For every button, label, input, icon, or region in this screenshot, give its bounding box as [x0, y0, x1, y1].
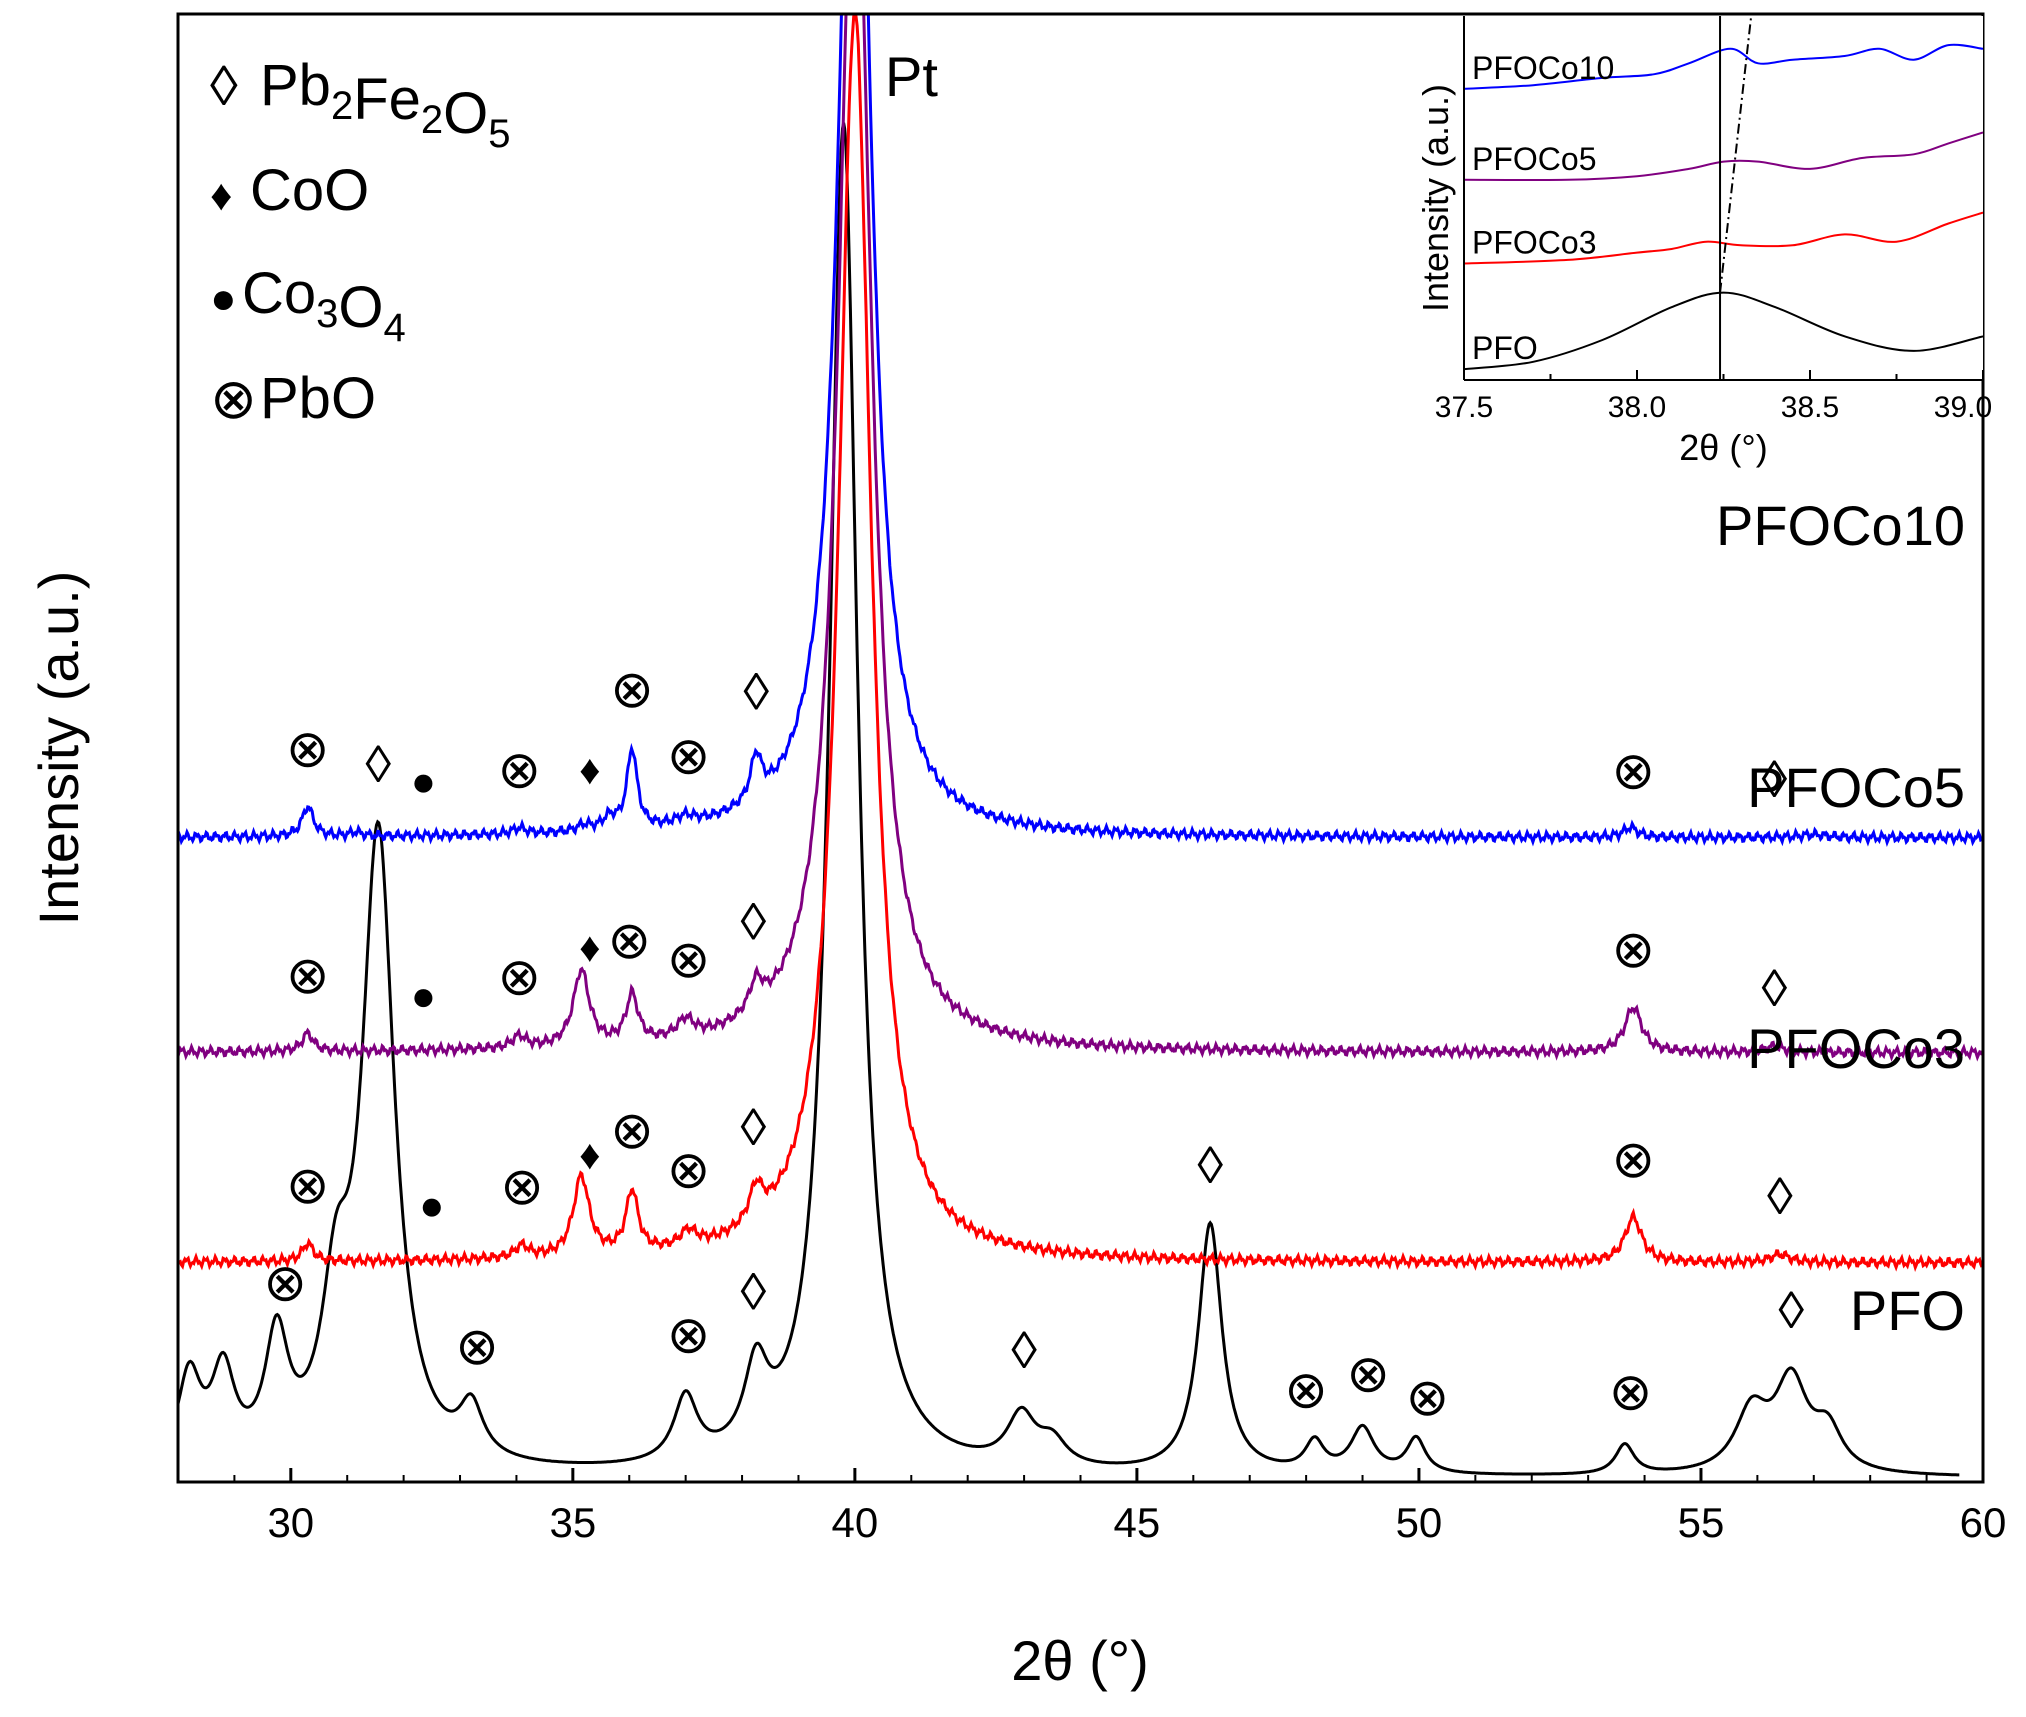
phase-marker-diamond-outline-icon: ◊ [740, 1099, 766, 1157]
phase-marker-diamond-outline-icon: ◊ [365, 736, 391, 794]
x-tick-label: 35 [549, 1499, 596, 1546]
phase-marker-circle-x-icon: ⊗ [1346, 1346, 1390, 1404]
inset-series-label-pfoco10: PFOCo10 [1472, 50, 1614, 86]
main-axes: 30 35 40 45 50 55 60 [176, 12, 2007, 1546]
inset-curves: PFO PFOCo3 PFOCo5 PFOCo10 [1464, 16, 1983, 380]
inset-series-label-pfoco3: PFOCo3 [1472, 225, 1596, 261]
inset-x-axis-title: 2θ (°) [1679, 427, 1767, 468]
x-tick-label: 55 [1678, 1499, 1725, 1546]
series-label-pfoco3: PFOCo3 [1747, 1017, 1965, 1080]
legend-diamond-filled-icon: ♦ [210, 171, 232, 220]
inset-series-label-pfo: PFO [1472, 330, 1538, 366]
pt-peak-label: Pt [885, 45, 938, 108]
phase-marker-circle-x-icon: ⊗ [286, 1157, 330, 1215]
inset-series-line-pfoco3 [1464, 211, 1983, 265]
series-label-pfoco10: PFOCo10 [1716, 494, 1965, 557]
series-line-pfoco5 [178, 14, 1983, 1062]
phase-marker-circle-x-icon: ⊗ [1612, 921, 1656, 979]
phase-marker-circle-x-icon: ⊗ [608, 912, 652, 970]
inset-shift-line [1719, 16, 1753, 293]
phase-marker-diamond-outline-icon: ◊ [1197, 1137, 1223, 1195]
phase-marker-circle-x-icon: ⊗ [610, 1102, 654, 1160]
phase-marker-circle-filled-icon: ● [419, 1182, 444, 1229]
x-axis-title: 2θ (°) [1011, 1629, 1149, 1692]
main-curves [178, 14, 1983, 1477]
inset-x-tick-label: 38.0 [1608, 391, 1666, 424]
inset-x-tick-label: 38.5 [1781, 391, 1839, 424]
phase-marker-circle-x-icon: ⊗ [286, 720, 330, 778]
x-tick-label: 60 [1960, 1499, 2007, 1546]
phase-marker-diamond-outline-icon: ◊ [740, 894, 766, 952]
phase-marker-circle-x-icon: ⊗ [263, 1255, 307, 1313]
phase-marker-circle-x-icon: ⊗ [500, 1158, 544, 1216]
inset-series-line-pfoco10 [1464, 43, 1983, 90]
phase-marker-circle-x-icon: ⊗ [1406, 1369, 1450, 1427]
phase-marker-circle-x-icon: ⊗ [1609, 1363, 1653, 1421]
inset-x-tick-label: 39.0 [1934, 391, 1992, 424]
phase-marker-diamond-outline-icon: ◊ [1778, 1282, 1804, 1340]
phase-marker-diamond-outline-icon: ◊ [1761, 960, 1787, 1018]
series-label-pfoco5: PFOCo5 [1747, 756, 1965, 819]
phase-marker-circle-x-icon: ⊗ [667, 727, 711, 785]
phase-marker-circle-filled-icon: ● [411, 757, 436, 804]
inset-axes: 37.5 38.0 38.5 39.0 2θ (°) Intensity (a.u.) [1415, 16, 1992, 468]
inset-series-line-pfo [1464, 291, 1983, 371]
phase-marker-diamond-filled-icon: ♦ [579, 924, 600, 971]
phase-marker-circle-x-icon: ⊗ [286, 947, 330, 1005]
inset-chart: PFO PFOCo3 PFOCo5 PFOCo10 37.5 38.0 38.5 39.0 2… [1415, 16, 1992, 468]
legend-phase-label: Co3O4 [242, 261, 406, 350]
phase-legend: ◊ Pb2Fe2O5 ♦ CoO ● Co3O4 ⊗ PbO [210, 53, 511, 431]
inset-series-line-pfoco5 [1464, 131, 1983, 182]
phase-marker-circle-x-icon: ⊗ [610, 661, 654, 719]
x-tick-label: 45 [1114, 1499, 1161, 1546]
legend-circle-x-icon: ⊗ [210, 367, 257, 430]
y-axis-title: Intensity (a.u.) [27, 571, 90, 926]
series-labels: PFOCo10 PFOCo5 PFOCo3 PFO [1716, 494, 1965, 1342]
phase-marker-circle-x-icon: ⊗ [455, 1318, 499, 1376]
series-label-pfo: PFO [1850, 1279, 1965, 1342]
phase-markers: ⊗◊⊗ ⊗◊◊◊⊗ ⊗ ⊗ ⊗◊⊗ ● ⊗♦ ⊗⊗◊⊗◊⊗ ● ⊗♦ ⊗ ⊗◊ ⊗◊⊗● ⊗ ♦⊗⊗◊⊗ ◊ [263, 661, 1804, 1427]
legend-circle-filled-icon: ● [210, 274, 237, 323]
phase-marker-diamond-outline-icon: ◊ [1761, 751, 1787, 809]
legend-phase-label: Pb2Fe2O5 [260, 53, 511, 156]
x-tick-label: 30 [267, 1499, 314, 1546]
inset-y-axis-title: Intensity (a.u.) [1415, 84, 1456, 312]
legend-phase-label: CoO [250, 158, 369, 223]
phase-marker-circle-x-icon: ⊗ [667, 1307, 711, 1365]
phase-marker-diamond-outline-icon: ◊ [1011, 1322, 1037, 1380]
phase-marker-diamond-filled-icon: ♦ [579, 1131, 600, 1178]
phase-marker-circle-x-icon: ⊗ [667, 1141, 711, 1199]
phase-marker-circle-x-icon: ⊗ [498, 742, 542, 800]
inset-x-tick-label: 37.5 [1435, 391, 1493, 424]
phase-marker-circle-filled-icon: ● [411, 972, 436, 1019]
phase-marker-circle-x-icon: ⊗ [1284, 1362, 1328, 1420]
phase-marker-circle-x-icon: ⊗ [667, 931, 711, 989]
phase-marker-circle-x-icon: ⊗ [498, 949, 542, 1007]
series-line-pfoco10 [178, 14, 1983, 847]
phase-marker-diamond-outline-icon: ◊ [740, 1264, 766, 1322]
phase-marker-circle-x-icon: ⊗ [1612, 1131, 1656, 1189]
x-tick-label: 40 [832, 1499, 879, 1546]
phase-marker-diamond-filled-icon: ♦ [579, 746, 600, 793]
x-tick-label: 50 [1396, 1499, 1443, 1546]
inset-series-label-pfoco5: PFOCo5 [1472, 141, 1596, 177]
phase-marker-diamond-outline-icon: ◊ [1767, 1168, 1793, 1226]
legend-phase-label: PbO [260, 366, 376, 431]
phase-marker-diamond-outline-icon: ◊ [743, 664, 769, 722]
series-line-pfoco3 [178, 14, 1983, 1272]
phase-marker-circle-x-icon: ⊗ [1612, 742, 1656, 800]
series-line-pfo [178, 122, 1960, 1477]
legend-diamond-outline-icon: ◊ [210, 54, 238, 117]
